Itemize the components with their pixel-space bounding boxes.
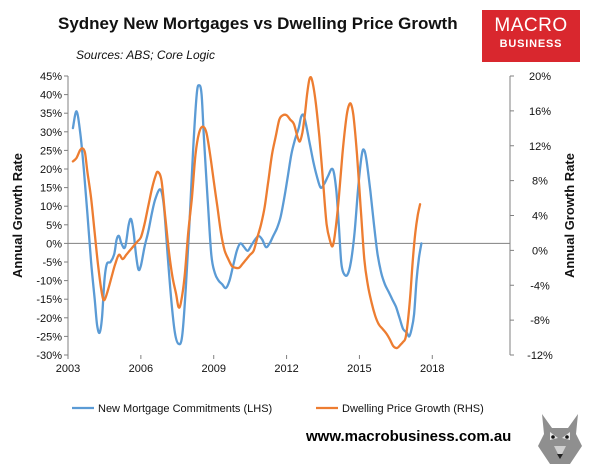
left-tick-label: -20% bbox=[36, 313, 62, 325]
x-tick-label: 2009 bbox=[201, 363, 225, 375]
wolf-icon bbox=[538, 414, 582, 464]
left-tick-label: 45% bbox=[40, 71, 62, 83]
right-tick-label: 4% bbox=[532, 211, 548, 223]
right-tick-label: 20% bbox=[529, 71, 551, 83]
logo-line-2: BUSINESS bbox=[499, 38, 563, 50]
left-tick-label: -30% bbox=[36, 350, 62, 362]
left-tick-label: -25% bbox=[36, 331, 62, 343]
left-tick-label: 40% bbox=[40, 90, 62, 102]
right-tick-label: 16% bbox=[529, 106, 551, 118]
x-tick-label: 2015 bbox=[347, 363, 371, 375]
left-tick-label: 30% bbox=[40, 127, 62, 139]
x-tick-label: 2018 bbox=[420, 363, 444, 375]
right-tick-label: 0% bbox=[532, 245, 548, 257]
footer-url: www.macrobusiness.com.au bbox=[306, 428, 512, 445]
left-tick-label: -10% bbox=[36, 276, 62, 288]
macrobusiness-logo: MACRO BUSINESS bbox=[482, 10, 580, 62]
left-tick-label: 20% bbox=[40, 164, 62, 176]
right-tick-label: -8% bbox=[530, 315, 550, 327]
right-tick-label: -4% bbox=[530, 280, 550, 292]
series-line-dwelling-price-growth bbox=[71, 75, 422, 350]
x-tick-label: 2006 bbox=[129, 363, 153, 375]
legend-label: Dwelling Price Growth (RHS) bbox=[342, 403, 484, 415]
left-tick-label: 35% bbox=[40, 108, 62, 120]
left-tick-label: 0% bbox=[46, 238, 62, 250]
right-tick-label: -12% bbox=[527, 350, 553, 362]
logo-line-1: MACRO bbox=[494, 15, 568, 36]
left-tick-label: 15% bbox=[40, 183, 62, 195]
chart-title: Sydney New Mortgages vs Dwelling Price G… bbox=[58, 14, 458, 33]
chart-subtitle: Sources: ABS; Core Logic bbox=[76, 48, 215, 62]
x-tick-label: 2003 bbox=[56, 363, 80, 375]
left-tick-label: -5% bbox=[42, 257, 62, 269]
left-tick-label: -15% bbox=[36, 294, 62, 306]
left-tick-label: 10% bbox=[40, 201, 62, 213]
left-tick-label: 5% bbox=[46, 220, 62, 232]
legend-label: New Mortgage Commitments (LHS) bbox=[98, 403, 272, 415]
left-axis-title: Annual Growth Rate bbox=[10, 153, 25, 278]
left-tick-label: 25% bbox=[40, 145, 62, 157]
x-tick-label: 2012 bbox=[274, 363, 298, 375]
right-tick-label: 12% bbox=[529, 141, 551, 153]
right-axis-title: Annual Growth Rate bbox=[562, 153, 577, 278]
right-tick-label: 8% bbox=[532, 176, 548, 188]
series-line-mortgage-commitments bbox=[71, 84, 423, 346]
